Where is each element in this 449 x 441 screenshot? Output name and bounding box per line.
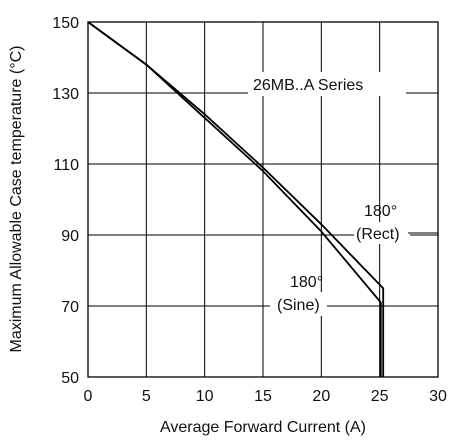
x-tick-label-1: 5 bbox=[142, 388, 151, 405]
y-tick-label-0: 50 bbox=[61, 370, 79, 387]
rect-label-angle: 180° bbox=[364, 203, 397, 220]
sine-label-angle: 180° bbox=[290, 274, 323, 291]
y-tick-label-2: 90 bbox=[61, 228, 79, 245]
x-tick-label-5: 25 bbox=[371, 388, 389, 405]
series-line-1 bbox=[87, 21, 382, 377]
x-tick-label-2: 10 bbox=[196, 388, 214, 405]
rect-label-bg bbox=[354, 222, 410, 244]
x-tick-label-3: 15 bbox=[254, 388, 272, 405]
y-tick-label-5: 150 bbox=[52, 15, 79, 32]
x-tick-label-4: 20 bbox=[312, 388, 330, 405]
x-tick-label-0: 0 bbox=[84, 388, 93, 405]
rect-label-type: (Rect) bbox=[356, 226, 400, 243]
x-tick-label-6: 30 bbox=[429, 388, 447, 405]
x-tick-labels: 0 5 10 15 20 25 30 bbox=[84, 388, 447, 405]
x-axis-title: Average Forward Current (A) bbox=[160, 419, 366, 436]
series-label-bg bbox=[248, 72, 406, 96]
y-tick-label-1: 70 bbox=[61, 299, 79, 316]
y-tick-labels: 50 70 90 110 130 150 bbox=[52, 15, 79, 387]
y-tick-label-3: 110 bbox=[53, 157, 79, 174]
plot-frame bbox=[87, 21, 439, 378]
y-tick-label-4: 130 bbox=[52, 86, 79, 103]
sine-label-type: (Sine) bbox=[277, 297, 320, 314]
y-axis-title: Maximum Allowable Case temperature (°C) bbox=[8, 46, 25, 353]
curves bbox=[87, 21, 385, 377]
series-label: 26MB..A Series bbox=[253, 77, 363, 94]
sine-label-bg bbox=[270, 292, 330, 316]
